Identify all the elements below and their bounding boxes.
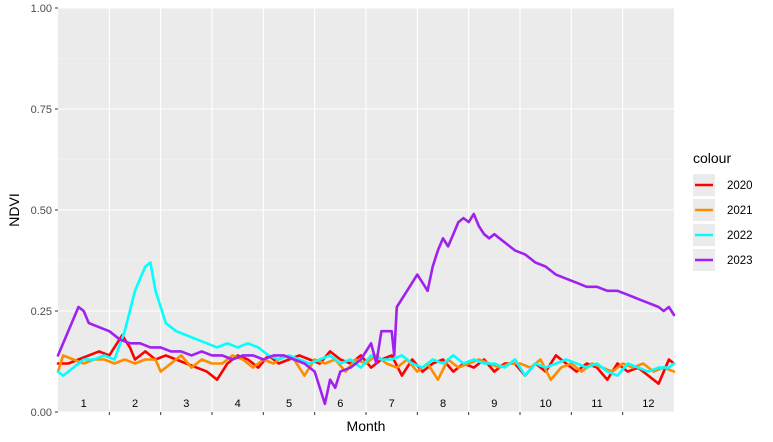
legend-label-2021: 2021 [727,205,753,217]
y-tick-label: 0.00 [31,407,52,419]
x-month-label: 6 [337,398,343,410]
x-month-label: 3 [183,398,189,410]
x-month-label: 2 [132,398,138,410]
x-month-label: 7 [389,398,395,410]
y-tick-label: 1.00 [31,3,52,15]
series-line-2022 [56,261,676,377]
y-axis: 0.00 0.25 0.50 0.75 1.00 [31,3,58,419]
legend-label-2022: 2022 [727,230,753,242]
x-month-label: 10 [540,398,552,410]
y-tick-label: 0.50 [31,205,52,217]
legend-label-2023: 2023 [727,255,753,267]
series-line-2021 [56,354,676,381]
x-month-label: 8 [440,398,446,410]
legend: colour 2020 2021 2022 2023 [693,150,753,271]
x-axis-title: Month [347,418,386,434]
x-axis: 1 2 3 4 5 6 7 8 9 10 11 12 [81,398,654,415]
series-line-2023 [56,212,676,406]
y-tick-label: 0.25 [31,306,52,318]
y-tick-label: 0.75 [31,104,52,116]
y-axis-title: NDVI [6,193,22,226]
legend-title: colour [693,150,731,166]
x-month-label: 1 [81,398,87,410]
series-lines [56,212,676,406]
x-month-label: 12 [642,398,654,410]
x-month-label: 9 [491,398,497,410]
x-month-label: 4 [235,398,241,410]
legend-label-2020: 2020 [727,180,753,192]
x-month-label: 11 [591,398,602,410]
x-month-label: 5 [286,398,292,410]
